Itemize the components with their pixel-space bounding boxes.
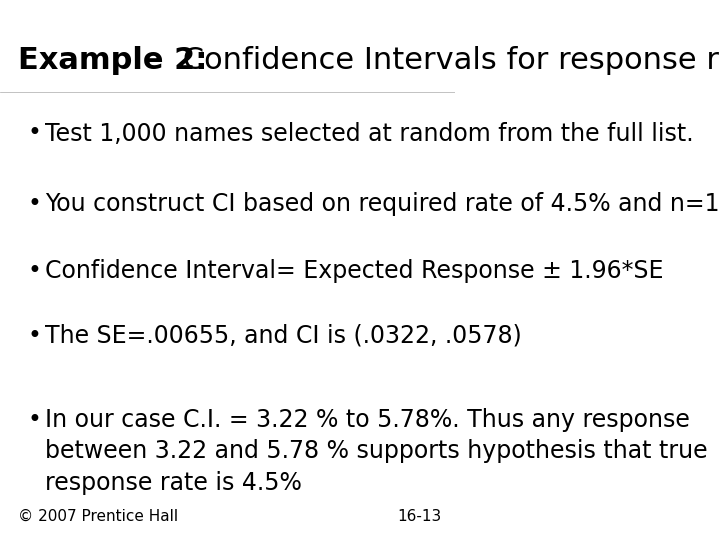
Text: In our case C.I. = 3.22 % to 5.78%. Thus any response
between 3.22 and 5.78 % su: In our case C.I. = 3.22 % to 5.78%. Thus… [45, 408, 708, 495]
Text: Confidence Interval= Expected Response ± 1.96*SE: Confidence Interval= Expected Response ±… [45, 259, 664, 283]
Text: Example 2:: Example 2: [18, 46, 207, 75]
Text: •: • [27, 259, 41, 283]
Text: The SE=.00655, and CI is (.0322, .0578): The SE=.00655, and CI is (.0322, .0578) [45, 324, 522, 348]
Text: © 2007 Prentice Hall: © 2007 Prentice Hall [18, 509, 179, 524]
Text: Confidence Intervals for response rates: Confidence Intervals for response rates [173, 46, 720, 75]
Text: •: • [27, 122, 41, 145]
Text: •: • [27, 408, 41, 431]
Text: Test 1,000 names selected at random from the full list.: Test 1,000 names selected at random from… [45, 122, 694, 145]
Text: •: • [27, 192, 41, 215]
Text: 16-13: 16-13 [397, 509, 441, 524]
Text: You construct CI based on required rate of 4.5% and n=1000: You construct CI based on required rate … [45, 192, 720, 215]
Text: •: • [27, 324, 41, 348]
